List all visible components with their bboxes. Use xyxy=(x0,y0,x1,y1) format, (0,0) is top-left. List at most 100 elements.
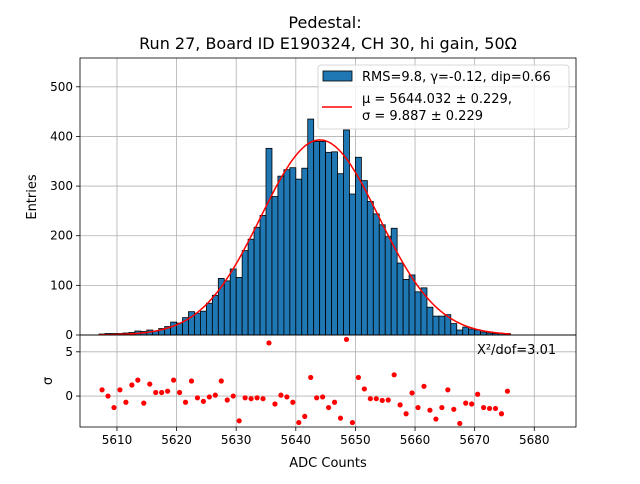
residual-point xyxy=(427,407,433,413)
residual-point xyxy=(331,399,338,405)
residual-point xyxy=(153,389,159,396)
y-axis-label: Entries xyxy=(25,174,40,220)
residual-point xyxy=(188,378,195,384)
residual-y-tick-label: 5 xyxy=(65,345,73,359)
residual-point xyxy=(379,397,385,404)
chi2-annotation: X²/dof=3.01 xyxy=(477,343,556,358)
histogram-bar xyxy=(396,262,404,336)
legend: RMS=9.8, γ=-0.12, dip=0.66 μ = 5644.032 … xyxy=(317,64,570,130)
residual-point xyxy=(296,419,302,426)
grid-bottom xyxy=(80,335,576,427)
residual-point xyxy=(170,377,177,383)
histogram-bar xyxy=(235,277,243,336)
residual-point xyxy=(451,406,457,412)
residual-y-tick-label: 0 xyxy=(65,389,73,403)
histogram-bar xyxy=(170,321,177,336)
residual-point xyxy=(236,418,242,424)
residual-point xyxy=(123,399,129,405)
residual-point xyxy=(111,404,117,411)
y-tick-label: 100 xyxy=(50,278,73,292)
histogram-bar xyxy=(372,213,380,336)
x-axis-label: ADC Counts xyxy=(289,456,367,471)
residual-point xyxy=(391,372,397,378)
residual-point xyxy=(498,411,505,417)
residual-point xyxy=(403,411,409,417)
residual-point xyxy=(463,400,469,406)
histogram-bar xyxy=(414,291,422,336)
legend-fit-label-line2: σ = 9.887 ± 0.229 xyxy=(362,109,483,124)
legend-hist-swatch xyxy=(322,70,353,82)
histogram-bar xyxy=(438,315,446,336)
histogram-bar xyxy=(349,193,356,336)
histogram-bar xyxy=(337,173,344,336)
residual-point xyxy=(320,394,326,400)
bottom-axes-frame xyxy=(79,334,577,428)
histogram-bar xyxy=(223,280,231,336)
residual-y-axis-label: σ xyxy=(41,377,56,385)
residual-point xyxy=(254,395,260,401)
residual-point xyxy=(224,397,230,403)
histogram-bar xyxy=(301,167,309,336)
residual-point xyxy=(469,401,475,407)
histogram-bar xyxy=(265,147,273,336)
residual-point xyxy=(290,399,296,405)
x-tick-label: 5610 xyxy=(102,433,133,447)
legend-fit-label-line1: μ = 5644.032 ± 0.229, xyxy=(362,92,512,107)
residual-point xyxy=(385,397,391,403)
histogram-bar xyxy=(325,151,332,336)
residual-point xyxy=(272,401,278,407)
residual-point xyxy=(355,374,362,381)
residual-point xyxy=(194,395,201,401)
residual-point xyxy=(284,394,290,400)
histogram-bar xyxy=(289,167,297,336)
histogram-bar xyxy=(307,118,315,336)
residual-point xyxy=(409,390,415,396)
residual-point xyxy=(337,415,344,421)
histogram-bar xyxy=(241,250,249,336)
residual-point xyxy=(230,393,236,399)
residual-point xyxy=(480,404,487,411)
histogram-bar xyxy=(283,169,291,336)
residual-points xyxy=(99,336,511,427)
histogram-bar xyxy=(366,201,374,336)
histogram-bar xyxy=(384,236,392,336)
histogram-bar xyxy=(271,196,279,336)
residual-point xyxy=(349,419,356,426)
histogram-bar xyxy=(277,175,285,336)
residual-point xyxy=(278,392,284,398)
residual-point xyxy=(433,416,439,422)
histogram-bar xyxy=(456,329,464,336)
x-tick-label: 5660 xyxy=(400,433,431,447)
x-tick-label: 5670 xyxy=(459,433,490,447)
y-tick-label: 500 xyxy=(50,80,73,94)
chart-title-line1: Pedestal: xyxy=(288,13,361,32)
histogram-bar xyxy=(313,140,321,336)
histogram-bar xyxy=(480,331,487,336)
residual-point xyxy=(182,399,189,405)
chart-title-line2: Run 27, Board ID E190324, CH 30, hi gain… xyxy=(139,34,517,53)
residual-point xyxy=(105,393,111,399)
residual-point xyxy=(99,387,105,393)
y-tick-label: 200 xyxy=(50,229,73,243)
residual-point xyxy=(165,388,171,394)
histogram-bar xyxy=(247,238,255,336)
residual-point xyxy=(200,398,207,404)
residual-point xyxy=(266,340,272,346)
residual-point xyxy=(361,386,367,392)
residual-point xyxy=(314,395,320,401)
histogram-bar xyxy=(259,214,267,336)
histogram-bar xyxy=(432,315,440,336)
histogram-bar xyxy=(378,224,386,336)
histogram-bar xyxy=(450,323,458,336)
y-tick-label: 300 xyxy=(50,179,73,193)
residual-point xyxy=(242,395,248,401)
histogram-bar xyxy=(408,274,416,336)
histogram-bar xyxy=(211,294,219,336)
axis-ticks: 5610 5620 5630 5640 5650 5660 5670 5680 0 100 200 3… xyxy=(50,80,549,447)
residual-point xyxy=(206,394,212,400)
histogram-bar xyxy=(295,178,303,336)
histogram-bar xyxy=(402,279,410,336)
residual-point xyxy=(159,389,165,396)
residual-point xyxy=(486,405,493,412)
histogram-bar xyxy=(355,156,362,336)
